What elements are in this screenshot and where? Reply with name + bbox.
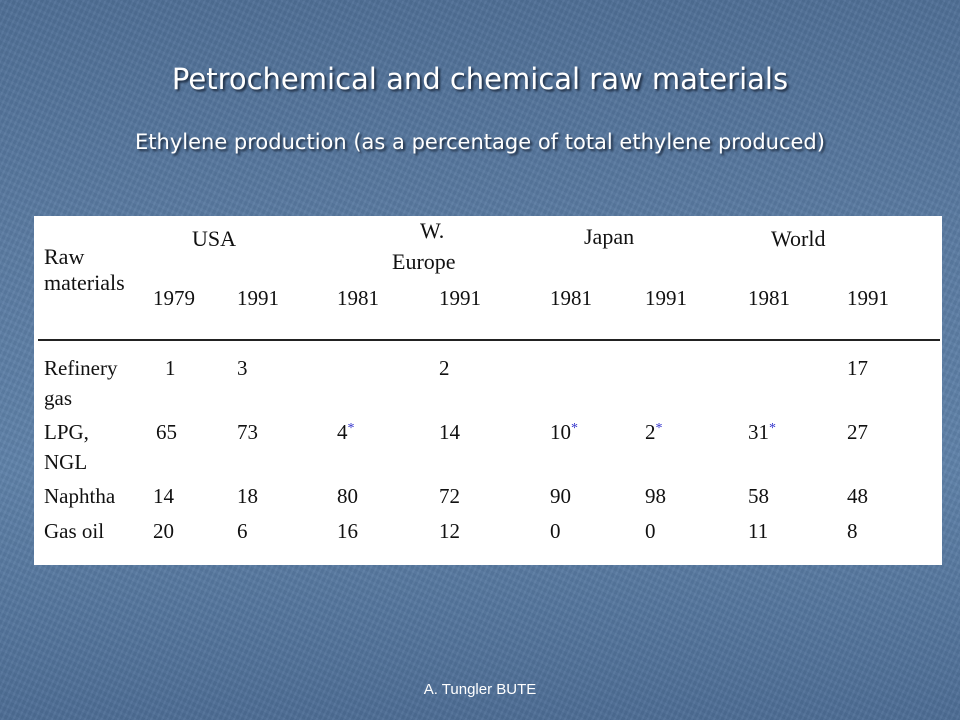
table-cell: 2 <box>439 356 450 380</box>
row-label-gas-oil: Gas oil <box>44 519 105 543</box>
asterisk-mark: * <box>769 421 776 436</box>
table-cell: 4* <box>337 420 355 444</box>
table-cell: 58 <box>748 484 769 508</box>
row-label-refinery-line1: Refinery <box>44 356 118 380</box>
region-usa: USA <box>192 226 237 251</box>
row-label-refinery-line2: gas <box>44 386 72 410</box>
table-cell: 2* <box>645 420 663 444</box>
region-japan: Japan <box>584 224 635 249</box>
year-japan-1981: 1981 <box>550 286 592 310</box>
header-rule <box>38 339 940 341</box>
table-cell: 72 <box>439 484 460 508</box>
year-japan-1991: 1991 <box>645 286 687 310</box>
table-cell: 12 <box>439 519 460 543</box>
raw-header-line1: Raw <box>44 244 85 269</box>
table-cell: 16 <box>337 519 358 543</box>
region-world: World <box>771 226 826 251</box>
asterisk-mark: * <box>347 421 355 436</box>
slide-title: Petrochemical and chemical raw materials <box>171 62 789 96</box>
table-cell: 73 <box>237 420 258 444</box>
table-cell: 65 <box>156 420 177 444</box>
slide-footer: A. Tungler BUTE <box>423 681 537 698</box>
table-cell: 6 <box>237 519 248 543</box>
region-europe: Europe <box>392 249 456 274</box>
table-cell: 0 <box>550 519 561 543</box>
asterisk-mark: * <box>571 421 578 436</box>
table-cell: 14 <box>439 420 460 444</box>
table-cell: 18 <box>237 484 258 508</box>
table-cell: 48 <box>847 484 868 508</box>
table-cell: 8 <box>847 519 858 543</box>
table-cell: 14 <box>153 484 174 508</box>
table-cell: 17 <box>847 356 868 380</box>
table-cell: 1 <box>165 356 176 380</box>
asterisk-mark: * <box>655 421 663 436</box>
year-usa-1991: 1991 <box>237 286 279 310</box>
table-cell: 27 <box>847 420 868 444</box>
year-europe-1991: 1991 <box>439 286 481 310</box>
row-label-lpg-line1: LPG, <box>44 420 89 444</box>
table-cell: 10* <box>550 420 578 444</box>
row-label-lpg-line2: NGL <box>44 450 88 474</box>
table-cell: 98 <box>645 484 666 508</box>
table-cell: 11 <box>748 519 769 543</box>
year-europe-1981: 1981 <box>337 286 379 310</box>
raw-header-line2: materials <box>44 270 125 295</box>
year-usa-1979: 1979 <box>153 286 195 310</box>
table-cell: 80 <box>337 484 358 508</box>
table-cell: 31* <box>748 420 776 444</box>
table-cell: 90 <box>550 484 571 508</box>
table-cell: 3 <box>237 356 248 380</box>
slide-subtitle: Ethylene production (as a percentage of … <box>135 130 825 154</box>
row-label-naphtha: Naphtha <box>44 484 116 508</box>
table-cell: 0 <box>645 519 656 543</box>
ethylene-table-panel: Raw materials USA W. Europe Japan World … <box>34 216 942 565</box>
table-cell: 20 <box>153 519 174 543</box>
region-w: W. <box>420 218 445 243</box>
year-world-1991: 1991 <box>847 286 889 310</box>
year-world-1981: 1981 <box>748 286 790 310</box>
